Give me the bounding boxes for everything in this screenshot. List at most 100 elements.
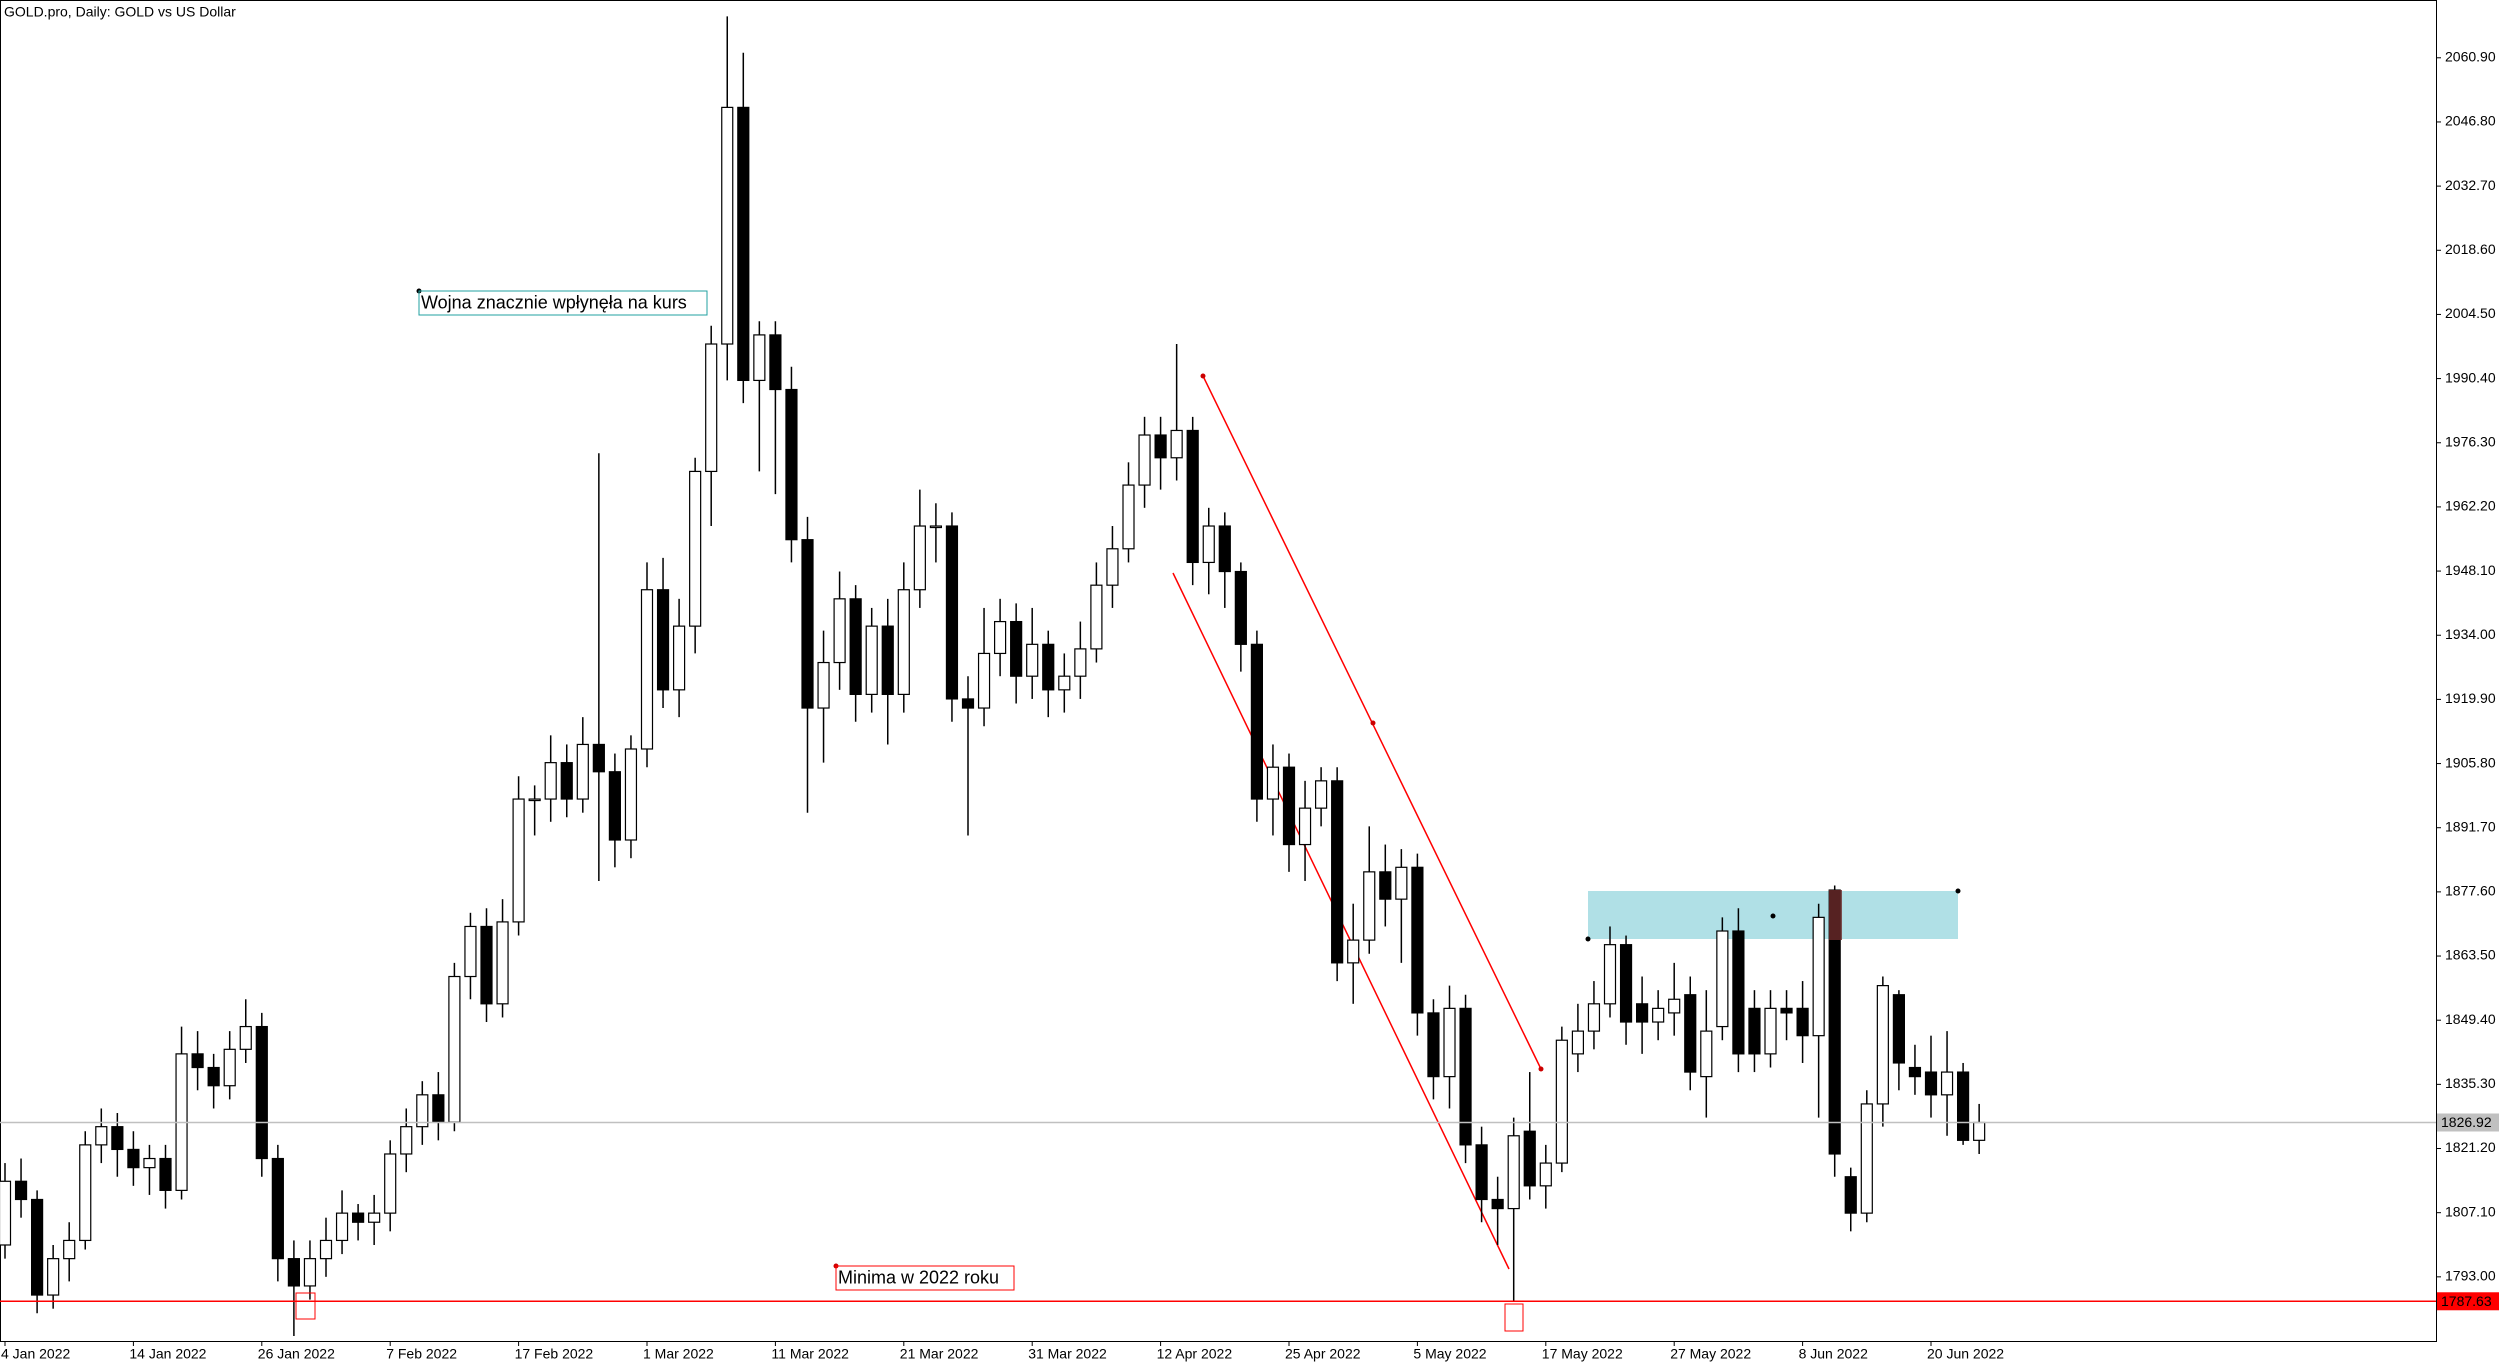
- candle-body: [1138, 434, 1151, 486]
- x-tick-label: 14 Jan 2022: [129, 1346, 206, 1362]
- candle-body: [977, 652, 991, 709]
- candle-body: [1940, 1071, 1954, 1096]
- anchor-dot: [1370, 720, 1376, 726]
- candle-body: [1363, 871, 1376, 941]
- candle-body: [464, 925, 477, 978]
- candle-body: [432, 1094, 445, 1123]
- y-tick-label: 1990.40: [2445, 369, 2496, 385]
- candle-body: [0, 1180, 12, 1246]
- x-tick-label: 21 Mar 2022: [900, 1346, 979, 1362]
- candle-body: [368, 1212, 381, 1223]
- candle-body: [1892, 994, 1906, 1064]
- candle-body: [416, 1094, 429, 1128]
- candle-body: [1106, 548, 1119, 586]
- y-tick-label: 2004.50: [2445, 305, 2496, 321]
- y-tick-label: 2032.70: [2445, 177, 2496, 193]
- y-tick-label: 1793.00: [2445, 1268, 2496, 1284]
- candle-body: [1202, 525, 1215, 564]
- y-tick-label: 1976.30: [2445, 433, 2496, 449]
- highlight: [1829, 890, 1842, 940]
- candle-body: [1459, 1007, 1472, 1146]
- y-tick-label: 1821.20: [2445, 1139, 2496, 1155]
- annotation-box: [835, 1265, 1015, 1291]
- candle-body: [1443, 1007, 1456, 1078]
- candle-body: [1860, 1103, 1873, 1214]
- y-tick-label: 1948.10: [2445, 562, 2496, 578]
- candle-body: [945, 525, 959, 700]
- candle-body: [512, 798, 525, 923]
- low-box: [295, 1292, 316, 1320]
- candle-body: [592, 743, 605, 773]
- candle-body: [1282, 766, 1296, 846]
- x-tick-label: 26 Jan 2022: [258, 1346, 335, 1362]
- low-box: [1504, 1303, 1524, 1332]
- candle-body: [1314, 780, 1328, 809]
- y-tick-label: 1962.20: [2445, 498, 2496, 514]
- candle-body: [1250, 643, 1264, 800]
- candle-body: [1234, 570, 1247, 645]
- price-tag: [2437, 1292, 2499, 1311]
- candle-body: [1908, 1066, 1922, 1078]
- y-tick-label: 1849.40: [2445, 1011, 2496, 1027]
- candle-body: [384, 1153, 397, 1214]
- candle-body: [1411, 866, 1424, 1014]
- candle-body: [448, 975, 461, 1123]
- candle-body: [400, 1126, 413, 1155]
- candle-body: [1668, 998, 1681, 1014]
- candle-body: [1635, 1003, 1649, 1023]
- candle-body: [1331, 780, 1344, 964]
- candle-body: [865, 625, 878, 695]
- candle-body: [111, 1126, 124, 1151]
- x-tick-label: 7 Feb 2022: [386, 1346, 457, 1362]
- candle-body: [127, 1148, 140, 1169]
- candle-body: [1619, 944, 1633, 1023]
- candle-body: [849, 598, 862, 695]
- y-tick-label: 2018.60: [2445, 241, 2496, 257]
- candle-body: [14, 1180, 28, 1201]
- candle-body: [319, 1239, 333, 1260]
- candle-body: [1266, 766, 1280, 800]
- candle-body: [1780, 1007, 1793, 1014]
- candle-body: [608, 771, 622, 841]
- candle-body: [1298, 807, 1312, 846]
- annotation: Wojna znacznie wpłynęła na kurs: [421, 292, 687, 312]
- candle-body: [656, 589, 670, 691]
- y-tick-label: 1877.60: [2445, 883, 2496, 899]
- candle-body: [1523, 1130, 1536, 1187]
- candle-body: [335, 1212, 349, 1242]
- candle-body: [159, 1157, 172, 1191]
- candle-body: [993, 620, 1007, 655]
- anchor-dot: [1770, 913, 1776, 919]
- x-tick-label: 25 Apr 2022: [1285, 1346, 1361, 1362]
- candle-body: [929, 525, 943, 529]
- y-tick-label: 1905.80: [2445, 754, 2496, 770]
- price-tag-label: 1787.63: [2441, 1293, 2492, 1309]
- candle-body: [1973, 1121, 1986, 1141]
- candle-body: [1491, 1198, 1504, 1210]
- x-tick-label: 12 Apr 2022: [1157, 1346, 1233, 1362]
- candle-body: [496, 921, 509, 1005]
- candles: [0, 16, 1986, 1336]
- candle-body: [913, 525, 926, 591]
- candle-body: [63, 1239, 76, 1260]
- candle-body: [1090, 584, 1103, 650]
- x-tick-label: 4 Jan 2022: [1, 1346, 70, 1362]
- candle-body: [1796, 1007, 1809, 1037]
- candle-body: [1603, 944, 1617, 1005]
- candle-body: [1042, 643, 1055, 691]
- x-tick-label: 31 Mar 2022: [1028, 1346, 1107, 1362]
- candle-body: [1764, 1007, 1777, 1055]
- candle-body: [817, 661, 830, 709]
- plot-frame: [0, 0, 2437, 1342]
- candle-body: [785, 388, 798, 541]
- candle-body: [1571, 1030, 1585, 1055]
- anchor-dot: [1200, 373, 1206, 379]
- y-tick-label: 1891.70: [2445, 818, 2496, 834]
- y-tick-label: 1934.00: [2445, 626, 2496, 642]
- candle-body: [961, 698, 975, 709]
- x-tick-label: 5 May 2022: [1413, 1346, 1486, 1362]
- candle-body: [689, 470, 702, 627]
- y-tick-label: 2046.80: [2445, 113, 2496, 129]
- candle-body: [1475, 1144, 1488, 1201]
- candle-body: [1154, 434, 1167, 459]
